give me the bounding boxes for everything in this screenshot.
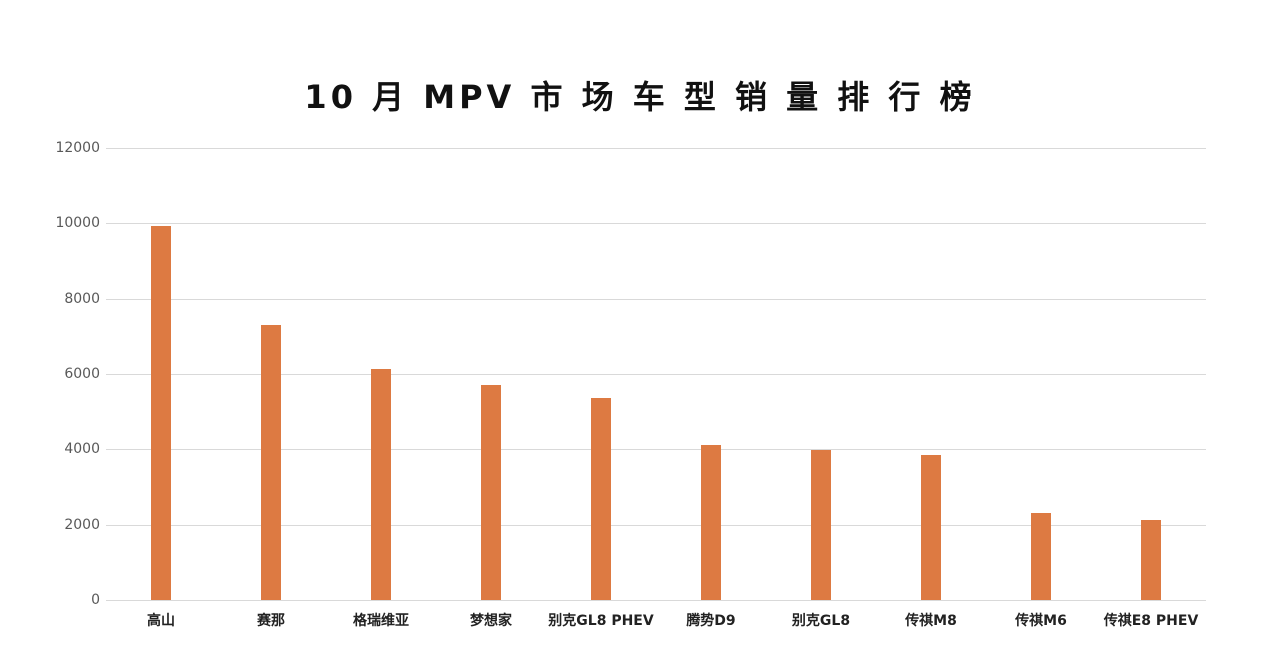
x-tick-label: 传祺M8 <box>905 613 957 629</box>
x-tick-label: 格瑞维亚 <box>353 613 409 629</box>
y-tick-label: 6000 <box>64 366 100 382</box>
bar <box>1031 513 1051 600</box>
bar <box>261 325 281 600</box>
gridline <box>106 148 1206 149</box>
plot-area: 0 2000 4000 6000 8000 10000 12000 高山 赛那 格瑞维亚 梦想家 别克… <box>55 140 1206 629</box>
gridline <box>106 223 1206 225</box>
y-tick-label: 4000 <box>64 441 100 458</box>
y-tick-label: 12000 <box>55 140 100 156</box>
y-tick-label: 10000 <box>55 215 100 232</box>
gridline <box>106 374 1206 375</box>
x-tick-label: 传祺E8 PHEV <box>1103 613 1199 629</box>
x-tick-label: 赛那 <box>257 613 285 629</box>
bar <box>151 225 171 600</box>
x-tick-label: 梦想家 <box>470 613 512 629</box>
x-tick-label: 高山 <box>147 613 175 629</box>
bar <box>811 450 831 600</box>
gridline <box>106 449 1206 451</box>
bar <box>371 368 391 600</box>
y-tick-label: 2000 <box>64 516 100 533</box>
y-tick-label: 0 <box>91 592 100 608</box>
chart-title: 10 月 MPV 市 场 车 型 销 量 排 行 榜 <box>304 78 976 116</box>
x-tick-label: 别克GL8 PHEV <box>548 613 654 629</box>
bar <box>1141 519 1161 600</box>
y-tick-label: 8000 <box>64 290 100 307</box>
x-tick-label: 传祺M6 <box>1015 613 1067 629</box>
x-tick-label: 别克GL8 <box>791 613 851 629</box>
gridline <box>106 524 1206 526</box>
bar <box>481 384 501 600</box>
bar <box>591 397 611 600</box>
gridline <box>106 600 1206 601</box>
bar <box>701 445 721 600</box>
x-tick-label: 腾势D9 <box>686 613 736 629</box>
bar <box>921 454 941 600</box>
gridline <box>106 298 1206 300</box>
